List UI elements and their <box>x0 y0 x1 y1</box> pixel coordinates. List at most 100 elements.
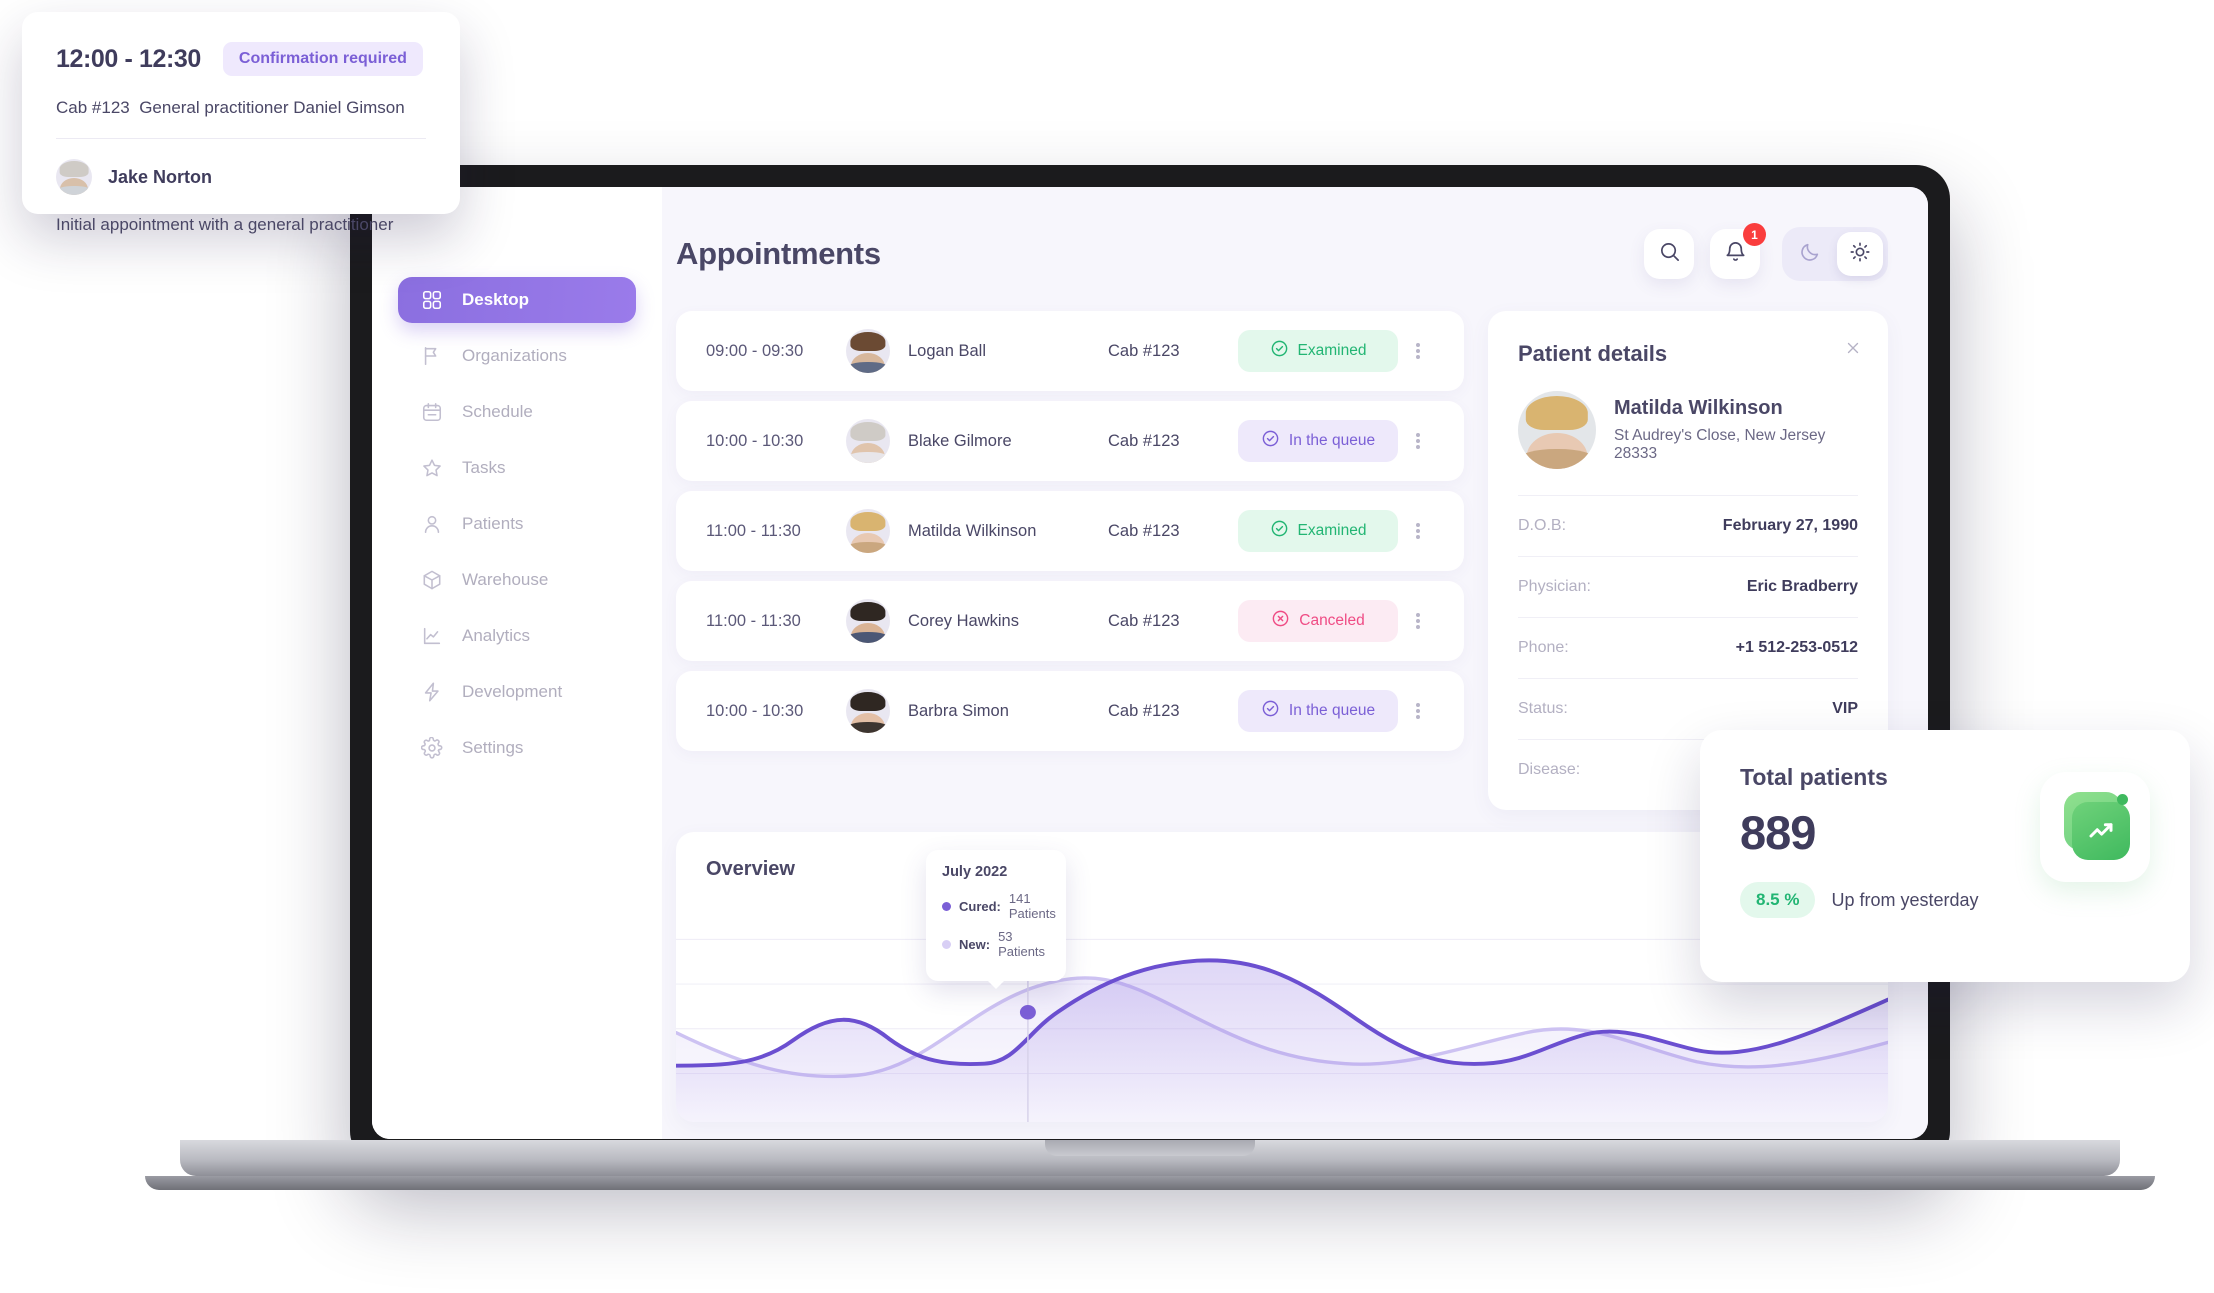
row-menu-button[interactable] <box>1398 701 1438 721</box>
close-button[interactable] <box>1844 339 1862 362</box>
table-row[interactable]: 11:00 - 11:30 Matilda Wilkinson Cab #123… <box>676 491 1464 571</box>
appointment-person: Corey Hawkins <box>846 599 1108 643</box>
tooltip-tail <box>987 980 1005 989</box>
detail-key: D.O.B: <box>1518 517 1567 534</box>
bolt-icon <box>420 680 444 704</box>
sidebar-item-analytics[interactable]: Analytics <box>398 613 636 659</box>
chart-line-icon <box>420 624 444 648</box>
x-circle-icon <box>1271 609 1290 633</box>
appointment-card-description: Initial appointment with a general pract… <box>56 215 394 234</box>
row-menu-button[interactable] <box>1398 341 1438 361</box>
sidebar-item-warehouse[interactable]: Warehouse <box>398 557 636 603</box>
notifications-button[interactable]: 1 <box>1710 223 1766 279</box>
sidebar-label-analytics: Analytics <box>462 626 531 645</box>
laptop-foot <box>145 1176 2155 1190</box>
theme-option-light[interactable] <box>1837 232 1883 276</box>
laptop-body: Desktop Organizations Sc <box>350 165 1950 1165</box>
status-badge: In the queue <box>1238 690 1398 732</box>
divider <box>56 138 426 139</box>
laptop-notch <box>1045 1140 1255 1156</box>
status-badge: Canceled <box>1238 600 1398 642</box>
sidebar-label-desktop: Desktop <box>462 290 530 309</box>
row-menu-button[interactable] <box>1398 521 1438 541</box>
check-circle-icon <box>1270 339 1289 363</box>
avatar <box>846 419 890 463</box>
avatar <box>846 689 890 733</box>
total-patients-text: Total patients 889 8.5 % Up from yesterd… <box>1740 764 1979 948</box>
appointment-card-cab: Cab #123 <box>56 98 130 117</box>
total-patients-card: Total patients 889 8.5 % Up from yesterd… <box>1700 730 2190 982</box>
appointment-time: 10:00 - 10:30 <box>706 431 804 450</box>
laptop-screen: Desktop Organizations Sc <box>372 187 1928 1139</box>
floating-appointment-card: 12:00 - 12:30 Confirmation required Cab … <box>22 12 460 234</box>
appointment-cab: Cab #123 <box>1108 521 1180 540</box>
avatar <box>846 509 890 553</box>
user-icon <box>420 512 444 536</box>
theme-option-dark[interactable] <box>1787 232 1833 276</box>
total-patients-note: Up from yesterday <box>1831 889 1979 910</box>
table-row[interactable]: 10:00 - 10:30 Barbra Simon Cab #123 In t… <box>676 671 1464 751</box>
overview-title: Overview <box>706 858 795 880</box>
sidebar-item-development[interactable]: Development <box>398 669 636 715</box>
tooltip-cured-label: Cured: <box>959 898 1001 914</box>
patient-header: Matilda Wilkinson St Audrey's Close, New… <box>1518 391 1858 495</box>
sidebar-label-schedule: Schedule <box>462 402 533 421</box>
table-row[interactable]: 09:00 - 09:30 Logan Ball Cab #123 Examin… <box>676 311 1464 391</box>
status-label: Examined <box>1297 522 1367 539</box>
overview-header: Overview Cured patients <box>706 858 1858 881</box>
detail-row-disease: Disease: <box>1518 739 1858 800</box>
appointment-card-header: 12:00 - 12:30 Confirmation required <box>56 42 426 76</box>
appointment-person: Matilda Wilkinson <box>846 509 1108 553</box>
chart-area-cured <box>676 960 1888 1122</box>
main-content: Appointments <box>662 187 1928 1139</box>
detail-row-phone: Phone: +1 512-253-0512 <box>1518 617 1858 678</box>
sidebar-label-settings: Settings <box>462 738 524 757</box>
sidebar-label-development: Development <box>462 682 563 701</box>
total-patients-footer: 8.5 % Up from yesterday <box>1740 882 1979 918</box>
patient-details-title: Patient details <box>1518 341 1668 366</box>
confirmation-required-badge: Confirmation required <box>222 42 423 76</box>
theme-toggle[interactable] <box>1782 227 1888 281</box>
appointments-list: 09:00 - 09:30 Logan Ball Cab #123 Examin… <box>676 311 1464 761</box>
check-circle-icon <box>1261 429 1280 453</box>
notification-count-badge: 1 <box>1743 223 1766 246</box>
status-label: In the queue <box>1288 432 1376 449</box>
search-button[interactable] <box>1644 229 1694 279</box>
appointment-card-patient-name: Jake Norton <box>108 166 213 187</box>
page-title: Appointments <box>676 236 881 271</box>
overview-chart-card: Overview Cured patients <box>676 832 1888 1122</box>
detail-key: Phone: <box>1518 639 1569 656</box>
gear-icon <box>420 736 444 760</box>
tooltip-row-cured: Cured: 141 Patients <box>942 891 1056 921</box>
appointment-patient-name: Matilda Wilkinson <box>908 521 1037 540</box>
sidebar-item-organizations[interactable]: Organizations <box>398 333 636 379</box>
sidebar-label-warehouse: Warehouse <box>462 570 549 589</box>
appointment-patient-name: Barbra Simon <box>908 701 1009 720</box>
sun-icon <box>1849 241 1871 268</box>
detail-key: Status: <box>1518 700 1568 717</box>
grid-icon <box>420 288 444 312</box>
laptop-mockup: Desktop Organizations Sc <box>145 165 2155 1195</box>
sidebar: Desktop Organizations Sc <box>372 187 662 1139</box>
appointment-card-time: 12:00 - 12:30 <box>56 44 201 73</box>
total-patients-percent: 8.5 % <box>1740 882 1816 918</box>
chart-line-cured <box>676 958 1888 1068</box>
sidebar-item-tasks[interactable]: Tasks <box>398 445 636 491</box>
appointment-time: 11:00 - 11:30 <box>706 611 801 630</box>
appointment-cab: Cab #123 <box>1108 431 1180 450</box>
appointment-cab: Cab #123 <box>1108 341 1180 360</box>
row-menu-button[interactable] <box>1398 431 1438 451</box>
sidebar-item-patients[interactable]: Patients <box>398 501 636 547</box>
appointment-patient-name: Corey Hawkins <box>908 611 1019 630</box>
appointment-time: 09:00 - 09:30 <box>706 341 804 360</box>
table-row[interactable]: 11:00 - 11:30 Corey Hawkins Cab #123 Can… <box>676 581 1464 661</box>
detail-value: February 27, 1990 <box>1722 517 1858 534</box>
sidebar-item-settings[interactable]: Settings <box>398 725 636 771</box>
table-row[interactable]: 10:00 - 10:30 Blake Gilmore Cab #123 In … <box>676 401 1464 481</box>
row-menu-button[interactable] <box>1398 611 1438 631</box>
sidebar-item-desktop[interactable]: Desktop <box>398 277 636 323</box>
status-label: Examined <box>1297 342 1367 359</box>
tooltip-dot-cured <box>942 901 951 911</box>
sidebar-item-schedule[interactable]: Schedule <box>398 389 636 435</box>
